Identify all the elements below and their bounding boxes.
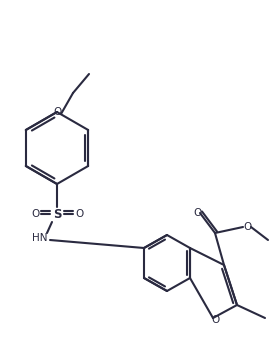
Text: O: O (194, 208, 202, 218)
Text: O: O (211, 315, 219, 325)
Text: O: O (75, 209, 83, 219)
Text: S: S (53, 208, 61, 221)
Text: O: O (243, 222, 251, 232)
Text: HN: HN (32, 233, 48, 243)
Text: O: O (53, 107, 61, 117)
Text: O: O (31, 209, 39, 219)
